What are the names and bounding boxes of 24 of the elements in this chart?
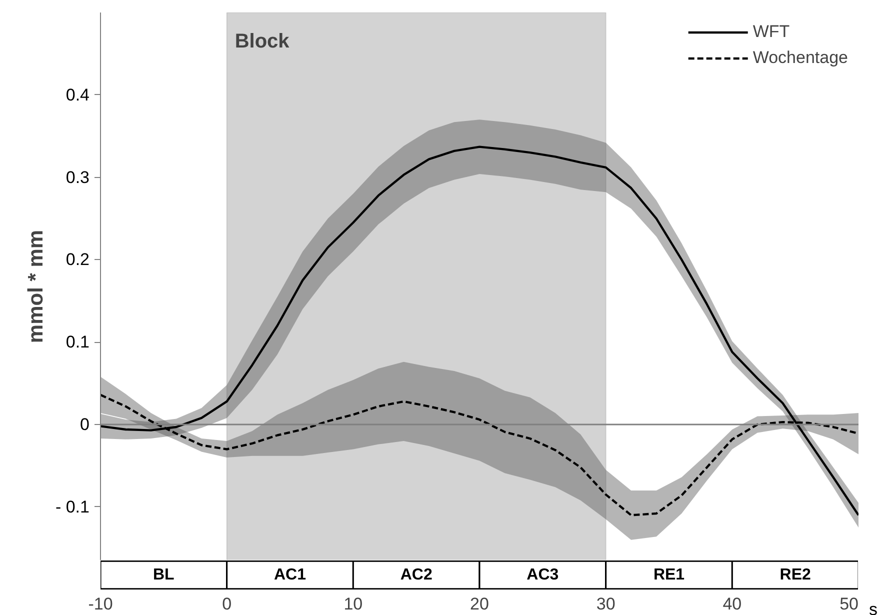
y-tick-label: - 0.1 [55, 497, 90, 516]
y-axis-title: mmol * mm [24, 230, 48, 344]
x-tick-label: 50 [840, 594, 859, 614]
y-tick-label: 0.3 [66, 168, 90, 187]
y-tick-label: 0.4 [66, 85, 90, 104]
legend-label: Wochentage [752, 48, 848, 68]
x-tick-label: 0 [222, 594, 232, 614]
y-tick-label: 0.1 [66, 332, 90, 352]
x-axis-title: s [869, 599, 878, 615]
text: AC2 [400, 566, 432, 584]
y-tick-label: 0 [80, 415, 90, 434]
x-tick-label: 30 [596, 594, 616, 614]
x-tick-label: 20 [470, 594, 489, 614]
x-tick-label: 10 [344, 594, 363, 614]
text: AC3 [526, 566, 559, 584]
y-tick-label: 0.2 [66, 250, 90, 270]
legend-label: WFT [752, 22, 790, 42]
band-label: Block [234, 30, 290, 52]
text: RE2 [780, 566, 811, 584]
text: RE1 [653, 566, 685, 584]
x-tick-label: -10 [88, 594, 113, 614]
text: AC1 [274, 566, 306, 584]
x-tick-label: 40 [722, 594, 742, 614]
text: BL [153, 566, 175, 584]
